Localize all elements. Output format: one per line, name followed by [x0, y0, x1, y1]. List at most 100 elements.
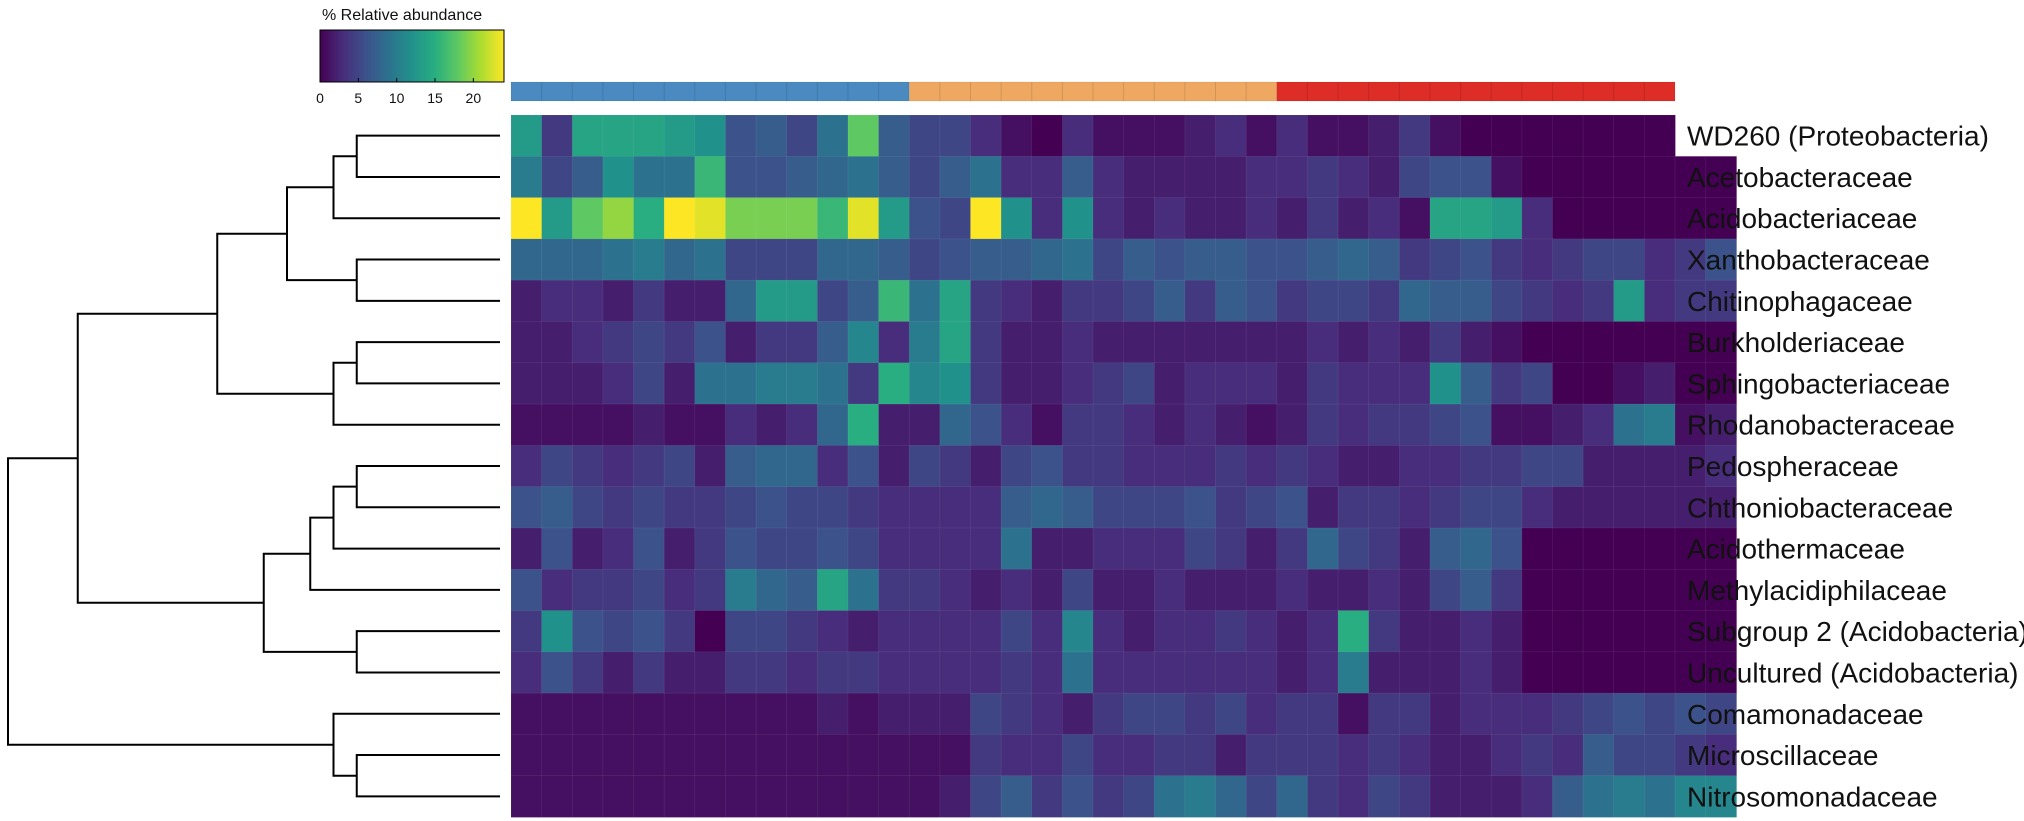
- heatmap-cell: [1276, 568, 1309, 612]
- heatmap-cell: [1337, 610, 1370, 653]
- heatmap-cell: [1674, 238, 1707, 281]
- heatmap-cell: [1245, 321, 1278, 364]
- heatmap-cell: [510, 527, 543, 570]
- heatmap-cell: [908, 486, 941, 529]
- heatmap-cell: [1062, 362, 1094, 405]
- column-group-cell: [633, 81, 665, 102]
- heatmap-cell: [1490, 114, 1523, 157]
- heatmap-cell: [1674, 651, 1707, 694]
- heatmap-cell: [1245, 527, 1278, 570]
- heatmap-cell: [602, 568, 635, 612]
- heatmap-cell: [1490, 238, 1523, 281]
- heatmap-cell: [1613, 775, 1646, 818]
- heatmap-cell: [939, 321, 972, 364]
- heatmap-cell: [510, 279, 543, 323]
- heatmap-cell: [1644, 734, 1676, 777]
- heatmap-cell: [878, 610, 910, 653]
- heatmap-cell: [755, 197, 788, 240]
- row-label: Rhodanobacteraceae: [1687, 410, 1955, 441]
- heatmap-cell: [1153, 279, 1186, 323]
- heatmap-cell: [663, 734, 696, 777]
- heatmap-cell: [1460, 114, 1492, 157]
- heatmap-cell: [1582, 651, 1615, 694]
- heatmap-cell: [786, 692, 819, 736]
- heatmap-cell: [1674, 610, 1707, 653]
- heatmap-cell: [1368, 114, 1401, 157]
- heatmap-cell: [847, 197, 880, 240]
- heatmap-cell: [571, 568, 604, 612]
- heatmap-cell: [1184, 155, 1217, 199]
- heatmap-cell: [571, 445, 604, 488]
- heatmap-cell: [1123, 734, 1155, 777]
- heatmap-cell: [1215, 362, 1247, 405]
- row-label: Xanthobacteraceae: [1687, 245, 1930, 276]
- heatmap-cell: [1582, 197, 1615, 240]
- heatmap-cell: [1307, 362, 1339, 405]
- heatmap-cell: [970, 279, 1002, 323]
- heatmap-cell: [1031, 610, 1064, 653]
- heatmap-cell: [939, 568, 972, 612]
- heatmap-cell: [694, 362, 727, 405]
- dendrogram-branch: [355, 465, 500, 509]
- heatmap-cell: [725, 155, 757, 199]
- heatmap-cell: [786, 114, 819, 157]
- heatmap-cell: [725, 568, 757, 612]
- heatmap-cell: [1245, 197, 1278, 240]
- heatmap-cell: [1337, 651, 1370, 694]
- heatmap-cell: [878, 321, 910, 364]
- heatmap-cell: [571, 610, 604, 653]
- heatmap-cell: [1092, 197, 1125, 240]
- heatmap-cell: [1368, 321, 1401, 364]
- heatmap-cell: [1644, 568, 1676, 612]
- heatmap-cell: [1092, 651, 1125, 694]
- heatmap-cell: [1092, 155, 1125, 199]
- heatmap-cell: [1000, 651, 1033, 694]
- heatmap-cell: [1184, 692, 1217, 736]
- heatmap-cell: [817, 197, 849, 240]
- heatmap-cell: [1000, 734, 1033, 777]
- column-group-cell: [724, 81, 757, 102]
- heatmap-cell: [1460, 568, 1492, 612]
- heatmap-cell: [663, 610, 696, 653]
- column-group-cell: [1490, 81, 1523, 102]
- dendrogram-branch: [286, 186, 357, 282]
- heatmap-cell: [786, 610, 819, 653]
- heatmap-cell: [1582, 692, 1615, 736]
- heatmap-cell: [1337, 527, 1370, 570]
- heatmap-cell: [1705, 279, 1737, 323]
- heatmap-cell: [1368, 651, 1401, 694]
- dendrogram-branch: [355, 754, 500, 798]
- heatmap-cell: [878, 403, 910, 447]
- heatmap-cell: [510, 197, 543, 240]
- heatmap-cell: [1123, 775, 1155, 818]
- heatmap-cell: [1062, 321, 1094, 364]
- column-group-cell: [1368, 81, 1400, 102]
- heatmap-cell: [633, 362, 665, 405]
- heatmap-cell: [755, 527, 788, 570]
- heatmap-cell: [1368, 445, 1401, 488]
- heatmap-cell: [786, 238, 819, 281]
- heatmap-cell: [908, 155, 941, 199]
- heatmap-cell: [1000, 362, 1033, 405]
- heatmap-cell: [1337, 114, 1370, 157]
- heatmap-cell: [725, 362, 757, 405]
- heatmap-cell: [1521, 775, 1554, 818]
- dendrogram-branch: [332, 155, 500, 220]
- heatmap-cell: [939, 734, 972, 777]
- heatmap-cell: [1276, 362, 1309, 405]
- heatmap-cell: [755, 734, 788, 777]
- heatmap-cell: [1460, 155, 1492, 199]
- heatmap-cell: [1245, 734, 1278, 777]
- heatmap-cell: [878, 197, 910, 240]
- heatmap-cell: [1153, 568, 1186, 612]
- heatmap-cell: [1307, 486, 1339, 529]
- heatmap-cell: [633, 238, 665, 281]
- heatmap-cell: [663, 486, 696, 529]
- heatmap-cell: [1521, 114, 1554, 157]
- heatmap-cell: [1399, 321, 1431, 364]
- heatmap-cell: [1062, 197, 1094, 240]
- heatmap-cell: [694, 445, 727, 488]
- heatmap-cell: [1092, 321, 1125, 364]
- heatmap-cell: [847, 651, 880, 694]
- legend-color-bar: [319, 29, 505, 83]
